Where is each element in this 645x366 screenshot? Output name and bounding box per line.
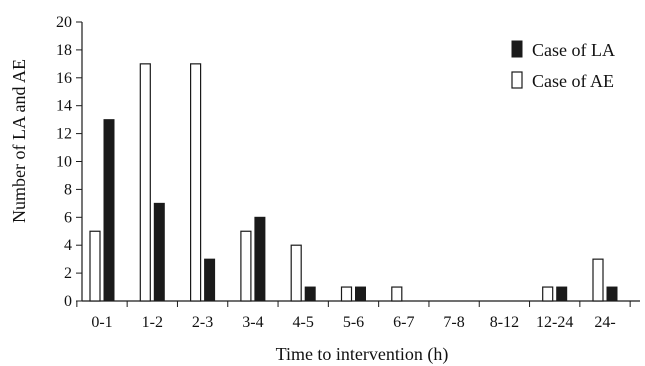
y-tick-label: 14 <box>56 98 72 115</box>
bar-ae <box>190 63 202 302</box>
y-tick-label: 0 <box>64 293 72 310</box>
bar-la <box>204 258 216 302</box>
bar-ae <box>340 286 353 302</box>
x-tick-label: 12-24 <box>536 314 573 331</box>
x-tick-label: 24- <box>594 314 615 331</box>
bar-la <box>103 119 115 302</box>
y-tick-label: 4 <box>64 237 72 254</box>
x-tick-label: 1-2 <box>142 314 163 331</box>
y-tick-label: 6 <box>64 209 72 226</box>
y-tick-label: 8 <box>64 181 72 198</box>
bar-ae <box>391 286 403 302</box>
y-tick-label: 20 <box>56 14 72 31</box>
legend-swatch-la <box>511 40 523 58</box>
bar-ae <box>139 63 151 302</box>
y-axis-title: Number of LA and AE <box>9 59 29 223</box>
bar-la <box>606 286 618 302</box>
y-tick-label: 12 <box>56 126 72 143</box>
bar-ae <box>89 230 101 302</box>
plot-area <box>81 22 640 302</box>
bar-ae <box>542 286 554 302</box>
bar-la <box>153 202 165 302</box>
y-tick-label: 10 <box>56 154 72 171</box>
x-tick-label: 8-12 <box>490 314 519 331</box>
y-tick-label: 2 <box>64 265 72 282</box>
x-tick-label: 4-5 <box>293 314 314 331</box>
x-tick-label: 6-7 <box>393 314 414 331</box>
bar-la <box>556 286 568 302</box>
bar-ae <box>290 244 302 302</box>
bar-la <box>254 216 266 302</box>
x-tick-label: 0-1 <box>91 314 112 331</box>
legend-label-ae: Case of AE <box>532 71 614 91</box>
x-tick-label: 3-4 <box>242 314 263 331</box>
legend-swatch-ae <box>511 71 523 89</box>
y-tick-label: 18 <box>56 42 72 59</box>
x-axis-title: Time to intervention (h) <box>276 344 449 365</box>
x-axis-ticks: 0-1 1-2 2-3 3-4 4-5 5-6 6-7 7-8 8-12 12-24 24- <box>76 301 631 331</box>
legend-label-la: Case of LA <box>532 40 615 60</box>
bar-ae <box>592 258 604 302</box>
legend: Case of LA Case of AE <box>511 40 615 91</box>
x-tick-label: 7-8 <box>443 314 464 331</box>
y-axis-ticks: 0 2 4 6 8 10 12 14 16 18 20 <box>56 14 82 310</box>
bar-la <box>355 286 366 302</box>
x-tick-label: 5-6 <box>343 314 364 331</box>
bar-ae <box>240 230 252 302</box>
bar-la <box>304 286 316 302</box>
x-tick-label: 2-3 <box>192 314 213 331</box>
y-tick-label: 16 <box>56 70 72 87</box>
